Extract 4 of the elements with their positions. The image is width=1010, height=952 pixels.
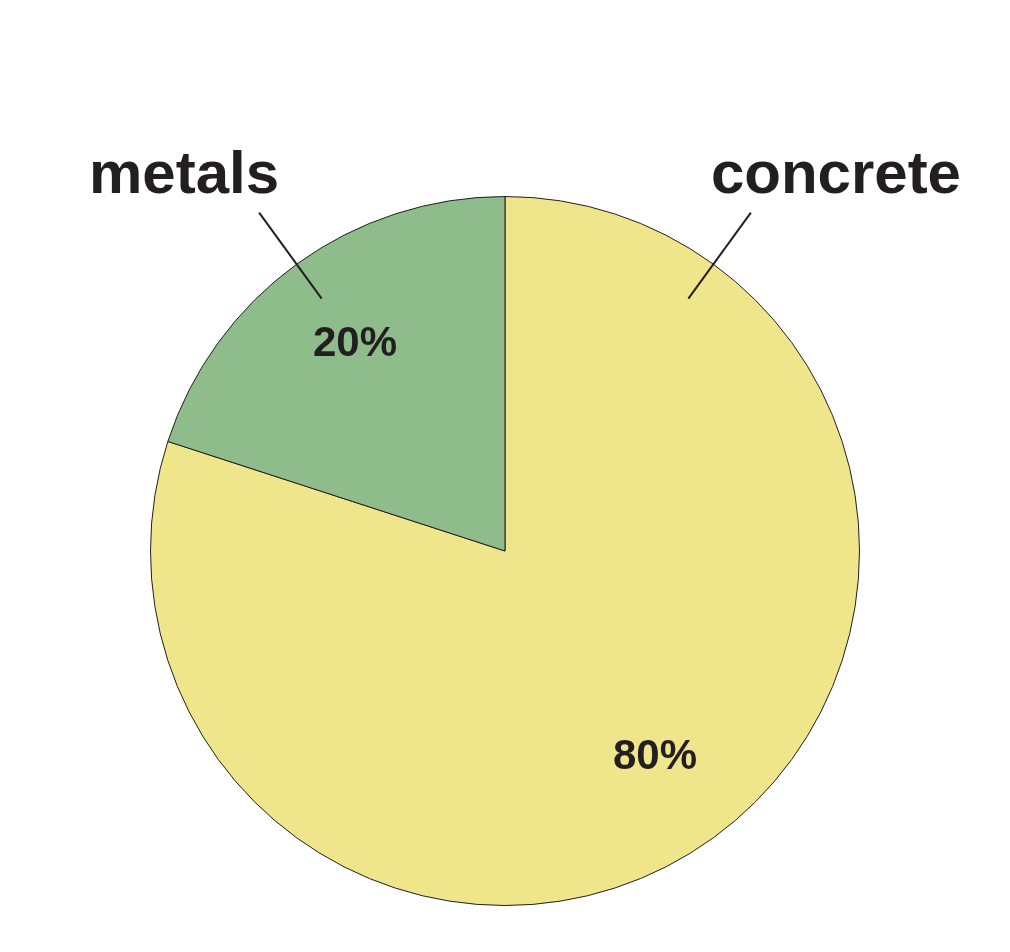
slice-label: concrete: [710, 139, 961, 207]
slice-label: metals: [89, 139, 280, 207]
data-label: 80%: [613, 731, 698, 779]
data-label: 20%: [312, 318, 397, 366]
